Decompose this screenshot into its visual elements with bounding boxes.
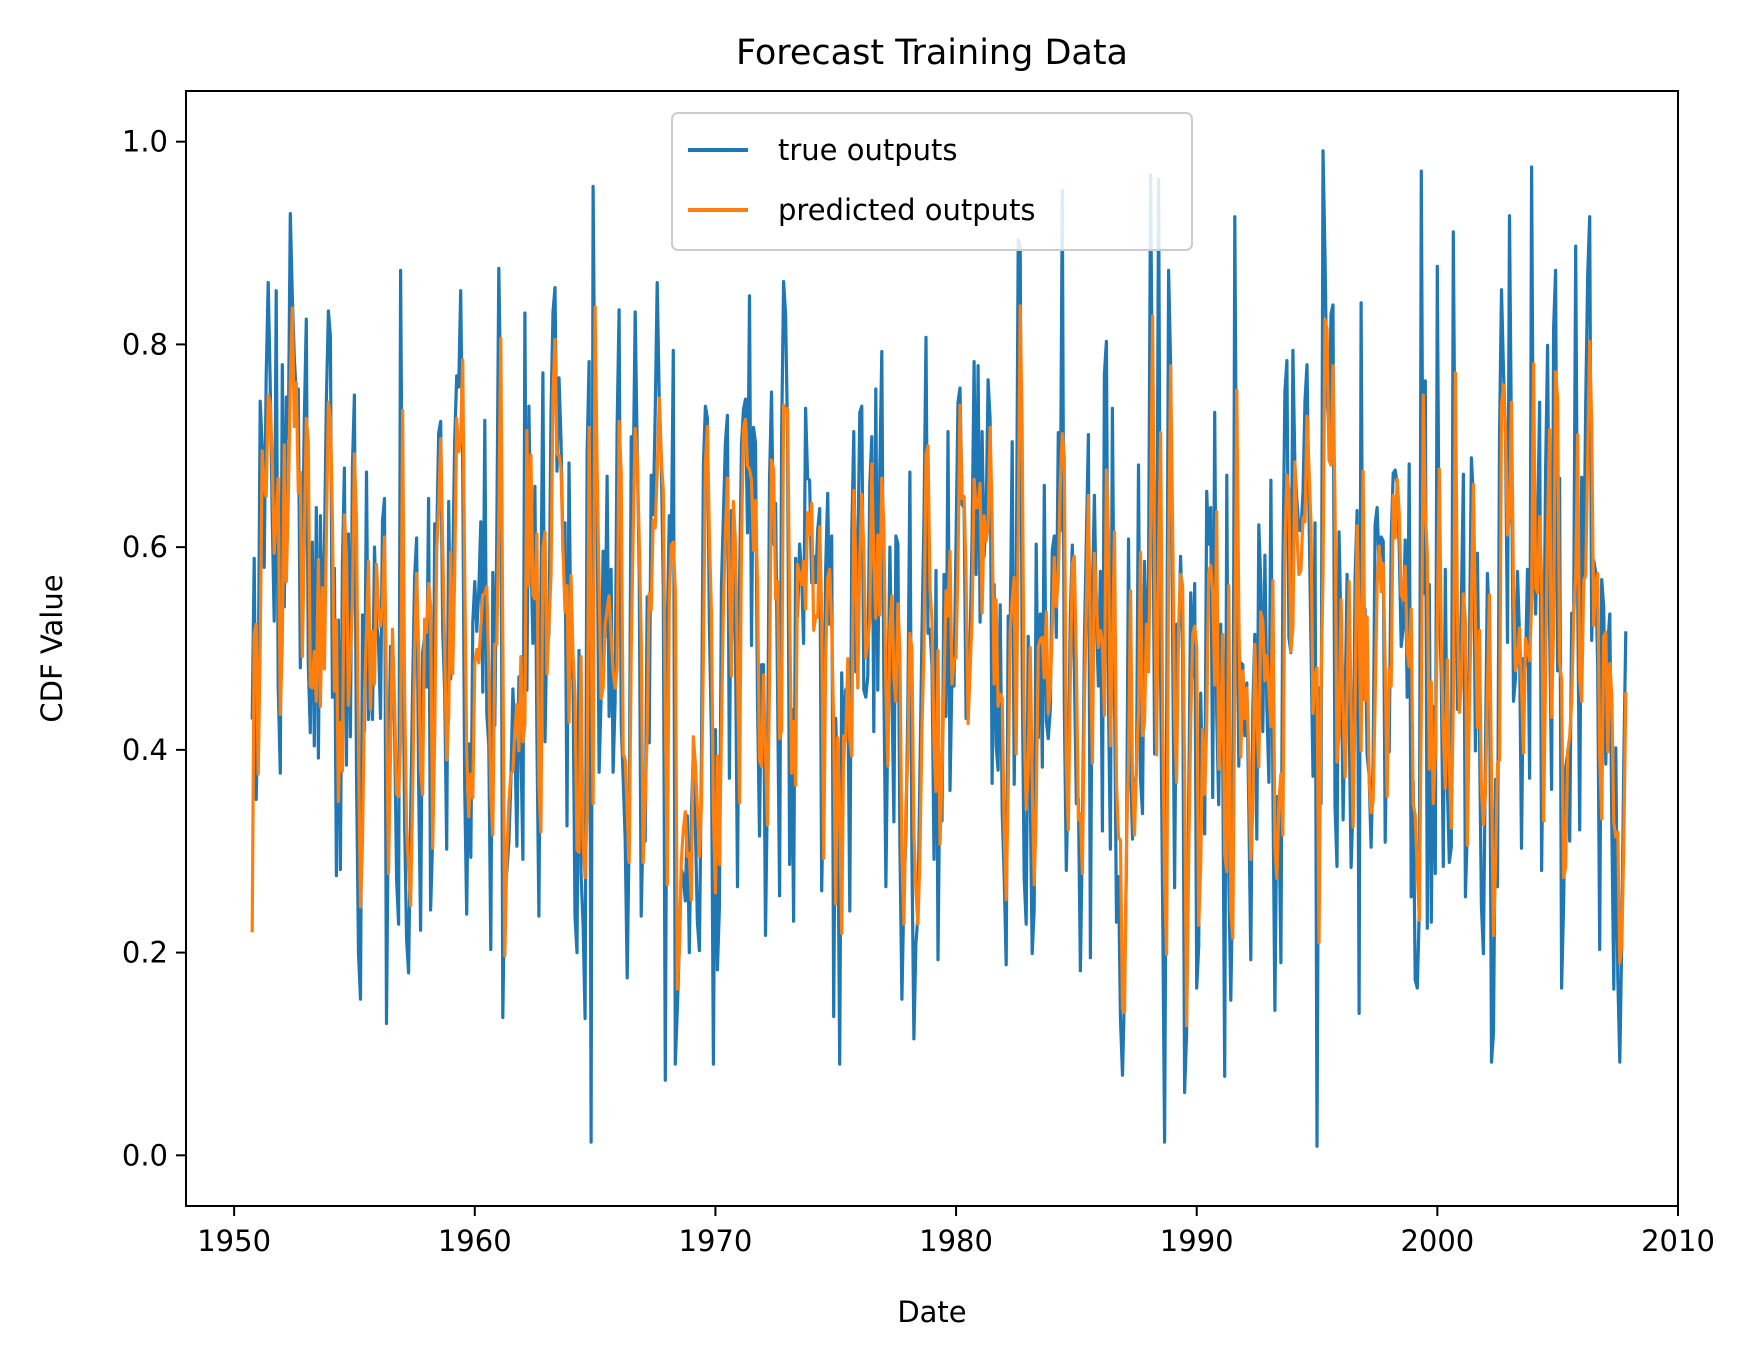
axes-frame	[185, 90, 1679, 1207]
legend-box	[671, 112, 1193, 251]
chart-title: Forecast Training Data	[736, 33, 1128, 73]
y-tick-label: 1.0	[122, 125, 168, 159]
legend: true outputs predicted outputs	[671, 112, 1193, 251]
x-tick-label: 1980	[919, 1224, 993, 1258]
series-line-predicted-outputs	[250, 304, 1628, 1028]
y-axis-label: CDF Value	[35, 574, 69, 722]
legend-label: predicted outputs	[778, 193, 1036, 227]
x-tick-label: 1950	[197, 1224, 271, 1258]
x-tick-label: 1970	[679, 1224, 753, 1258]
x-axis-label: Date	[897, 1295, 966, 1329]
x-axis: 1950 1960 1970 1980 1990 2000 2010	[197, 1206, 1715, 1258]
y-tick-label: 0.6	[122, 530, 168, 564]
y-tick-label: 0.4	[122, 733, 168, 767]
y-tick-label: 0.8	[122, 327, 168, 361]
x-tick-label: 1960	[438, 1224, 512, 1258]
x-tick-label: 2000	[1400, 1224, 1474, 1258]
x-tick-label: 1990	[1160, 1224, 1234, 1258]
y-tick-label: 0.2	[122, 936, 168, 970]
x-tick-label: 2010	[1641, 1224, 1715, 1258]
y-tick-label: 0.0	[122, 1138, 168, 1172]
series-layer	[250, 149, 1628, 1148]
legend-label: true outputs	[778, 133, 958, 167]
y-axis: 0.0 0.2 0.4 0.6 0.8 1.0	[122, 125, 186, 1172]
